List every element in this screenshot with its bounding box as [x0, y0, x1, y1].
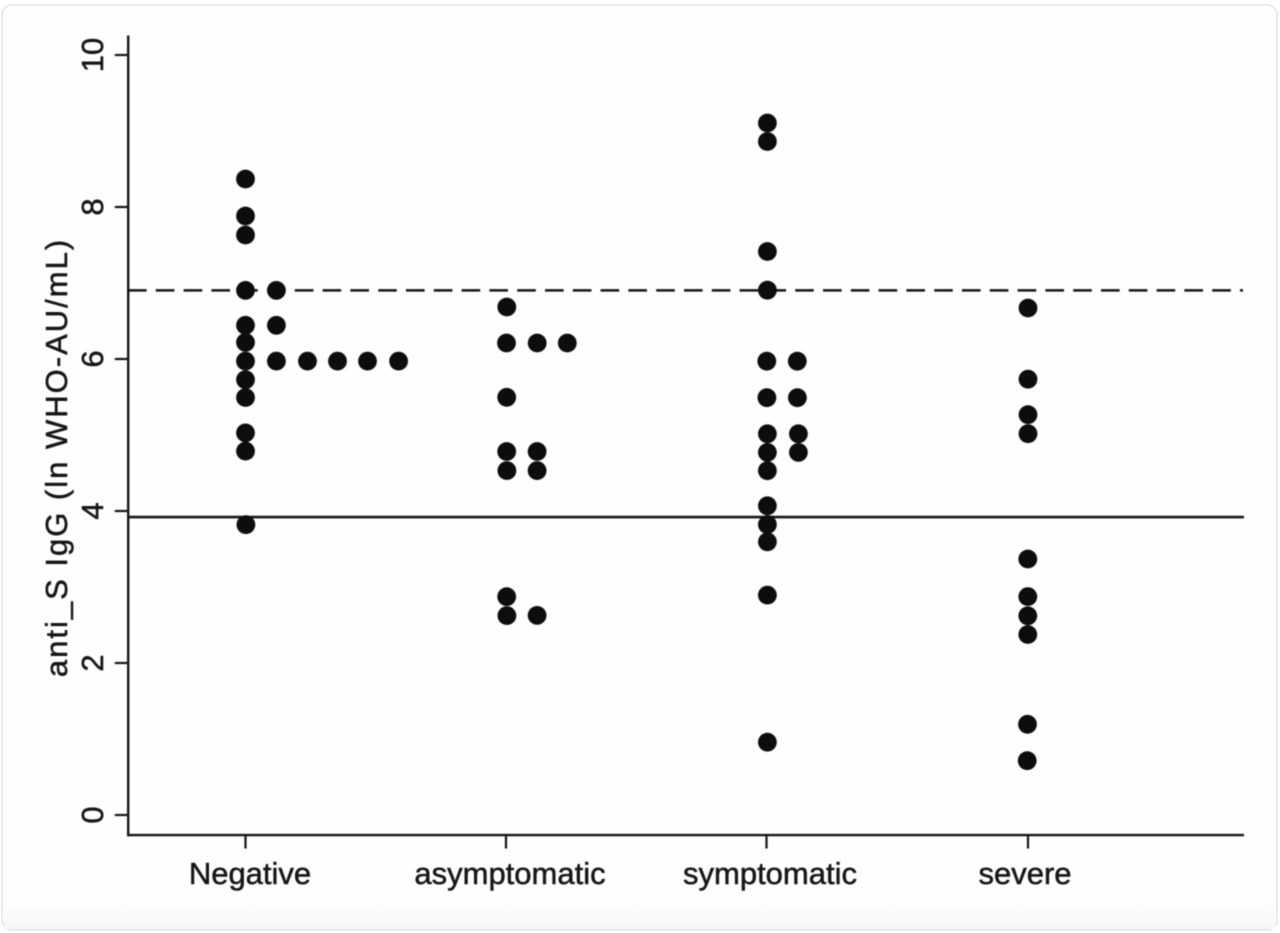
svg-text:symptomatic: symptomatic [683, 856, 857, 891]
svg-text:asymptomatic: asymptomatic [414, 856, 605, 891]
svg-text:4: 4 [75, 502, 110, 519]
svg-text:Negative: Negative [189, 856, 311, 891]
svg-text:6: 6 [75, 350, 110, 367]
svg-text:10: 10 [75, 38, 110, 72]
svg-text:2: 2 [75, 654, 110, 671]
svg-text:severe: severe [978, 856, 1071, 891]
svg-text:8: 8 [75, 198, 110, 215]
svg-text:anti_S IgG (ln WHO-AU/mL): anti_S IgG (ln WHO-AU/mL) [39, 238, 74, 677]
svg-text:0: 0 [75, 806, 110, 823]
